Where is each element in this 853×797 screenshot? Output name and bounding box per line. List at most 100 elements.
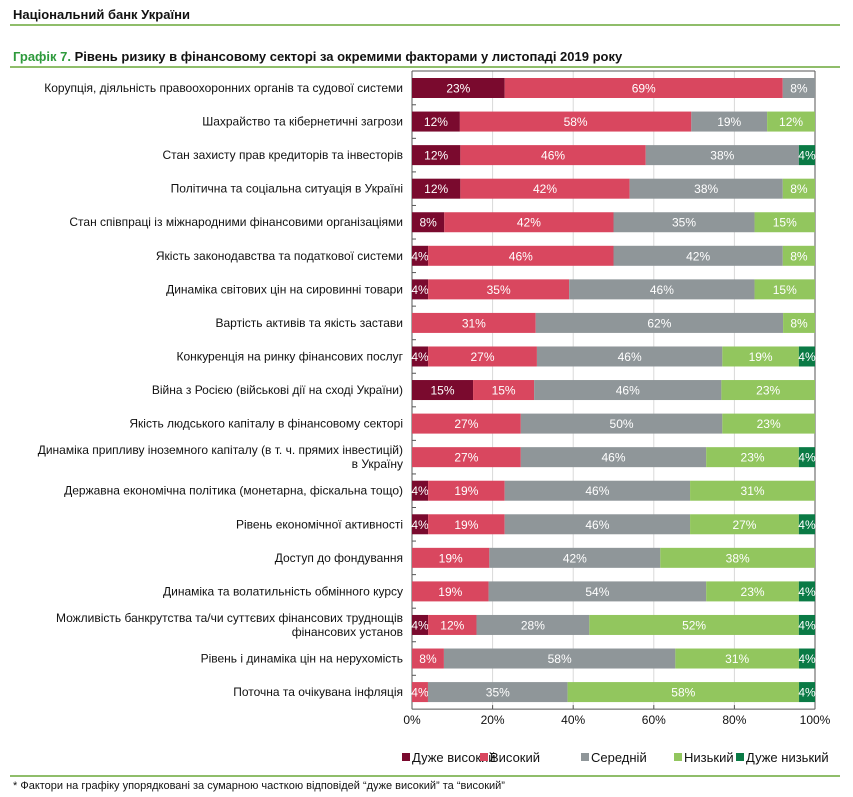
footer-divider: [10, 775, 840, 777]
category-label: Динаміка припливу іноземного капіталу (в…: [38, 443, 403, 457]
category-label: Рівень економічної активності: [236, 517, 403, 531]
category-label: Можливість банкрутства та/чи суттєвих фі…: [56, 611, 403, 625]
data-label: 38%: [710, 149, 734, 163]
legend-label: Низький: [684, 750, 734, 765]
bar-segment: [412, 447, 521, 468]
data-label: 52%: [682, 618, 706, 632]
bar-segment: [613, 212, 755, 233]
legend-label: Середній: [591, 750, 647, 765]
data-label: 4%: [411, 350, 429, 364]
bar-segment: [412, 346, 429, 367]
bar-segment: [488, 581, 707, 602]
bar-segment: [412, 614, 429, 635]
data-label: 4%: [798, 585, 816, 599]
category-label: Державна економічна політика (монетарна,…: [64, 484, 403, 498]
bar-segment: [412, 212, 445, 233]
data-label: 4%: [411, 686, 429, 700]
footnote: * Фактори на графіку упорядковані за сум…: [13, 780, 505, 792]
bar-segment: [412, 682, 428, 703]
bar-segment: [520, 413, 723, 434]
bar-segment: [690, 514, 799, 535]
bar-segment: [428, 346, 537, 367]
bar-segment: [428, 480, 505, 501]
data-label: 46%: [601, 451, 625, 465]
data-label: 50%: [610, 417, 634, 431]
category-label: Динаміка світових цін на сировинні товар…: [166, 282, 403, 296]
bar-segment: [412, 178, 461, 199]
data-label: 12%: [779, 115, 803, 129]
bar-segment: [520, 447, 707, 468]
bar-segment: [444, 212, 614, 233]
bar-segment: [412, 413, 521, 434]
bar-segment: [675, 648, 800, 669]
bar-segment: [660, 547, 815, 568]
x-tick-label: 60%: [642, 713, 666, 727]
data-label: 58%: [548, 652, 572, 666]
data-label: 15%: [492, 384, 516, 398]
bar-segment: [412, 480, 429, 501]
bar-segment: [691, 111, 768, 132]
bar-segment: [535, 312, 784, 333]
data-label: 4%: [411, 618, 429, 632]
data-label: 8%: [790, 182, 808, 196]
legend-label: Дуже низький: [746, 750, 829, 765]
legend-swatch: [736, 753, 744, 761]
category-label: Доступ до фондування: [275, 551, 403, 565]
data-label: 19%: [439, 551, 463, 565]
bar-segment: [706, 581, 799, 602]
data-label: 12%: [424, 182, 448, 196]
data-label: 4%: [798, 350, 816, 364]
data-label: 46%: [509, 249, 533, 263]
data-label: 46%: [585, 518, 609, 532]
bar-segment: [428, 614, 477, 635]
category-label: Вартість активів та якість застави: [216, 316, 404, 330]
data-label: 31%: [725, 652, 749, 666]
data-label: 23%: [446, 82, 470, 96]
data-label: 42%: [686, 249, 710, 263]
bar-segment: [798, 346, 815, 367]
data-label: 4%: [798, 618, 816, 632]
bar-segment: [722, 346, 799, 367]
bar-segment: [767, 111, 815, 132]
data-label: 42%: [517, 216, 541, 230]
bar-segment: [443, 648, 676, 669]
data-label: 19%: [454, 484, 478, 498]
data-label: 46%: [585, 484, 609, 498]
x-tick-label: 20%: [481, 713, 505, 727]
x-tick-label: 40%: [561, 713, 585, 727]
bar-segment: [706, 447, 799, 468]
bar-segment: [782, 245, 815, 266]
bar-segment: [567, 682, 800, 703]
category-label: Якість законодавства та податкової систе…: [156, 249, 403, 263]
x-tick-label: 100%: [800, 713, 831, 727]
data-label: 58%: [564, 115, 588, 129]
bar-segment: [473, 380, 535, 401]
category-label: Рівень і динаміка цін на нерухомість: [201, 652, 403, 666]
data-label: 23%: [756, 384, 780, 398]
data-label: 27%: [454, 451, 478, 465]
data-label: 12%: [440, 618, 464, 632]
bar-segment: [798, 614, 815, 635]
category-label: фінансових установ: [292, 625, 403, 639]
category-label: Динаміка та волатильність обмінного курс…: [163, 584, 403, 598]
data-label: 15%: [773, 216, 797, 230]
data-label: 27%: [454, 417, 478, 431]
bar-segment: [412, 312, 536, 333]
data-label: 8%: [790, 316, 808, 330]
legend-swatch: [674, 753, 682, 761]
bar-segment: [536, 346, 723, 367]
legend-label: Високий: [490, 750, 540, 765]
bar-segment: [534, 380, 722, 401]
x-tick-label: 0%: [403, 713, 421, 727]
bar-segment: [460, 178, 630, 199]
legend-swatch: [402, 753, 410, 761]
data-label: 8%: [790, 82, 808, 96]
data-label: 4%: [411, 249, 429, 263]
bar-segment: [412, 245, 429, 266]
data-label: 4%: [411, 518, 429, 532]
data-label: 35%: [672, 216, 696, 230]
category-label: Конкуренція на ринку фінансових послуг: [177, 349, 404, 363]
category-label: Поточна та очікувана інфляція: [233, 685, 403, 699]
chart-title-text: Рівень ризику в фінансовому секторі за о…: [74, 49, 623, 64]
bar-segment: [722, 413, 815, 434]
